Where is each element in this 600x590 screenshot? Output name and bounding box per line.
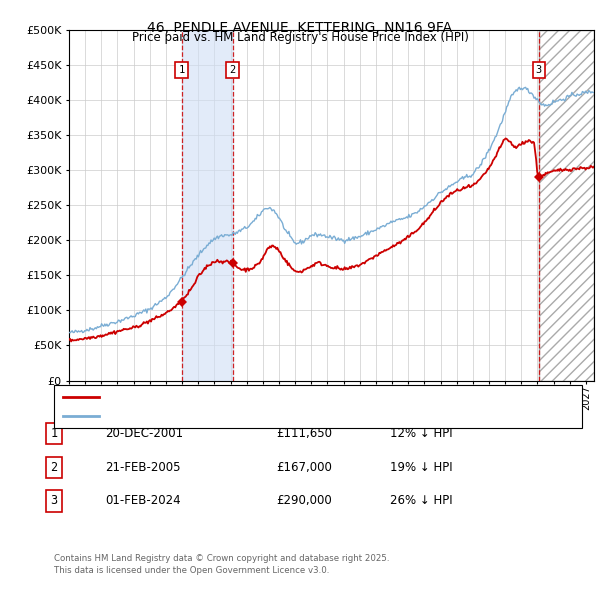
Text: Price paid vs. HM Land Registry's House Price Index (HPI): Price paid vs. HM Land Registry's House … — [131, 31, 469, 44]
Text: Contains HM Land Registry data © Crown copyright and database right 2025.
This d: Contains HM Land Registry data © Crown c… — [54, 555, 389, 575]
Text: 3: 3 — [536, 65, 542, 75]
Text: £111,650: £111,650 — [276, 427, 332, 440]
Text: £167,000: £167,000 — [276, 461, 332, 474]
Text: 1: 1 — [178, 65, 185, 75]
Text: 2: 2 — [230, 65, 236, 75]
Text: £290,000: £290,000 — [276, 494, 332, 507]
Text: 12% ↓ HPI: 12% ↓ HPI — [390, 427, 452, 440]
Text: 01-FEB-2024: 01-FEB-2024 — [105, 494, 181, 507]
Bar — [182, 30, 233, 381]
Text: 26% ↓ HPI: 26% ↓ HPI — [390, 494, 452, 507]
Text: 3: 3 — [50, 494, 58, 507]
Text: 1: 1 — [50, 427, 58, 440]
Text: 46, PENDLE AVENUE, KETTERING, NN16 9FA: 46, PENDLE AVENUE, KETTERING, NN16 9FA — [148, 21, 452, 35]
Text: 20-DEC-2001: 20-DEC-2001 — [105, 427, 183, 440]
Text: HPI: Average price, detached house, North Northamptonshire: HPI: Average price, detached house, Nort… — [103, 411, 424, 421]
Bar — [539, 30, 594, 381]
Text: 2: 2 — [50, 461, 58, 474]
Text: 19% ↓ HPI: 19% ↓ HPI — [390, 461, 452, 474]
Text: 46, PENDLE AVENUE, KETTERING, NN16 9FA (detached house): 46, PENDLE AVENUE, KETTERING, NN16 9FA (… — [103, 392, 426, 402]
Text: 21-FEB-2005: 21-FEB-2005 — [105, 461, 181, 474]
